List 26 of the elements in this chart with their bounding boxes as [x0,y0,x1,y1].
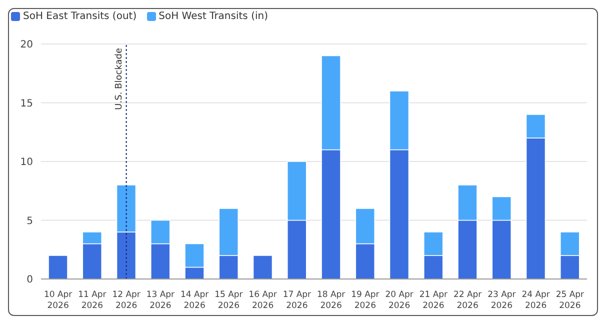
y-tick-label: 20 [20,40,33,51]
x-tick-label: 14 Apr 2026 [180,290,210,311]
x-tick-label: 21 Apr 2026 [419,290,448,311]
bar [48,255,68,279]
x-tick-label: 13 Apr 2026 [146,290,176,311]
y-tick-label: 10 [20,157,33,168]
x-tick-label: 16 Apr 2026 [248,290,278,311]
x-tick-label: 25 Apr 2026 [556,290,585,311]
x-tick-label: 11 Apr 2026 [78,290,107,311]
x-tick-label: 23 Apr 2026 [488,290,516,311]
x-tick-label: 18 Apr 2026 [316,290,346,311]
x-tick-label: 10 Apr 2026 [44,290,73,311]
x-tick-label: 22 Apr 2026 [453,290,482,311]
y-tick-label: 5 [26,216,33,227]
y-tick-label: 0 [26,274,33,286]
x-tick-label: 19 Apr 2026 [351,290,380,311]
x-tick-label: 15 Apr 2026 [214,290,244,311]
x-tick-label: 24 Apr 2026 [522,290,550,311]
x-tick-label: 20 Apr 2026 [385,290,414,311]
x-tick-label: 17 Apr 2026 [282,290,312,311]
legend-label: SoH West Transits (in) [158,11,268,22]
ref-line-label: U.S. Blockade [114,48,124,110]
bar [252,255,273,279]
legend-label: SoH East Transits (out) [22,11,137,22]
x-tick-label: 12 Apr 2026 [112,290,141,311]
y-tick-label: 15 [20,98,33,110]
